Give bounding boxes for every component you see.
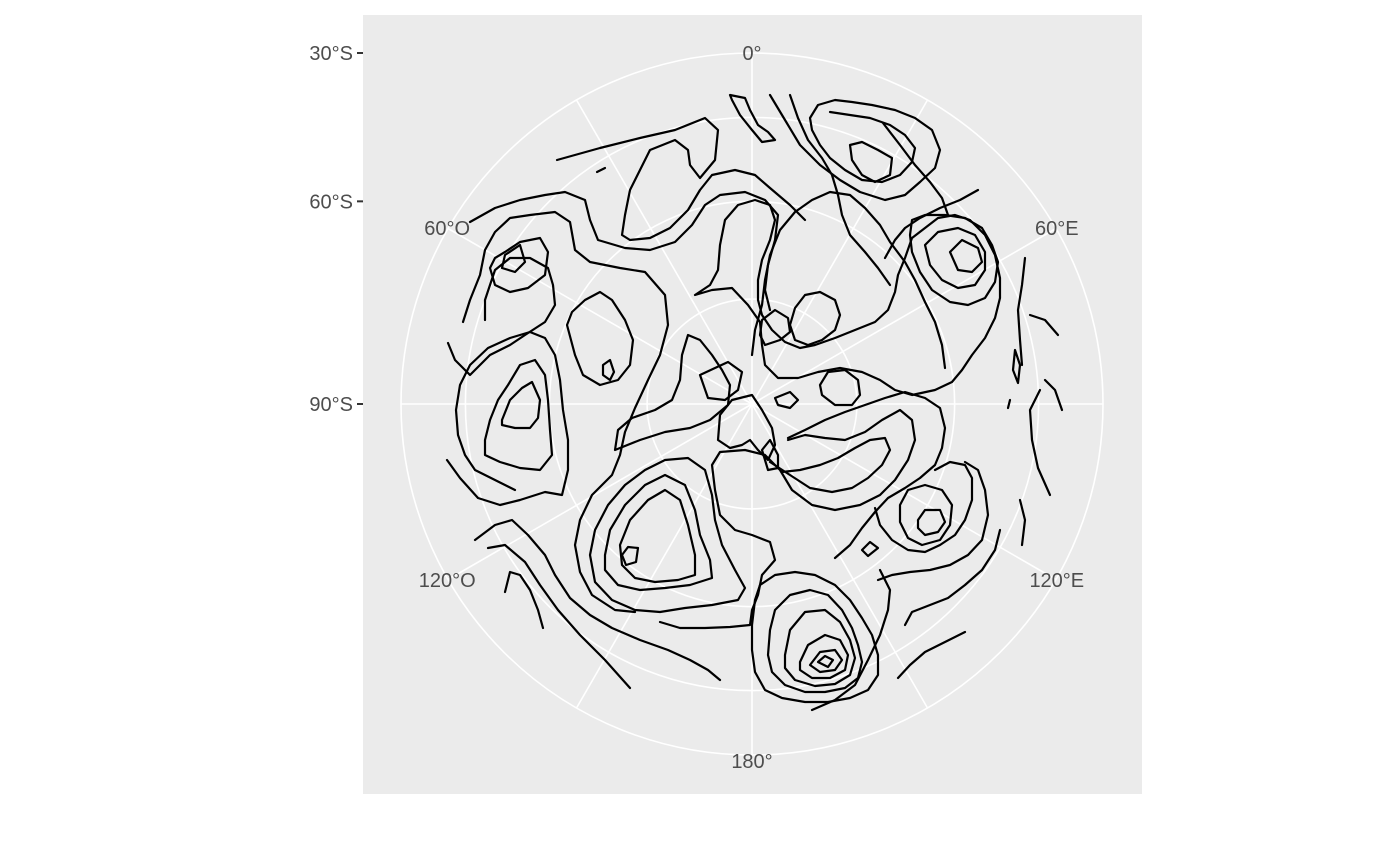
contour-line <box>728 93 777 144</box>
contour-line <box>873 460 974 554</box>
contour-line <box>1028 388 1052 497</box>
contour-line <box>618 488 697 584</box>
contour-line <box>810 568 892 712</box>
contour-line <box>588 456 747 614</box>
contour-line <box>693 198 1002 397</box>
contour-line <box>948 238 984 274</box>
contour-line <box>798 633 850 680</box>
longitude-label: 60°E <box>1035 218 1079 240</box>
contour-line <box>488 236 550 294</box>
contour-line <box>483 358 554 472</box>
contour-line <box>758 308 792 347</box>
contour-line <box>786 390 947 560</box>
contour-line <box>903 528 1002 627</box>
contour-line <box>788 290 842 347</box>
contour-line <box>876 460 990 582</box>
contour-line <box>698 360 744 402</box>
contour-line <box>816 654 835 669</box>
contour-line <box>908 213 1000 307</box>
contour-lines <box>445 93 1064 712</box>
contour-line <box>445 330 570 507</box>
contour-line <box>1043 378 1064 412</box>
contour-line <box>486 543 632 690</box>
contour-line <box>613 333 732 452</box>
contour-line <box>716 393 777 462</box>
contour-line <box>1016 256 1027 367</box>
contour-line <box>503 570 545 630</box>
longitude-label: 120°E <box>1029 570 1084 592</box>
contour-line <box>620 545 640 567</box>
meridian-line <box>751 403 929 709</box>
contour-line <box>555 116 807 242</box>
contour-line <box>461 210 670 614</box>
contour-line <box>468 190 780 312</box>
contour-line <box>766 588 864 694</box>
contour-line <box>860 540 880 558</box>
contour-line <box>898 483 954 547</box>
contour-line <box>768 436 892 494</box>
contour-line <box>768 93 942 202</box>
contour-line <box>916 508 947 537</box>
contour-line <box>923 226 987 290</box>
meridian-line <box>575 99 753 405</box>
meridian-line <box>575 403 753 709</box>
contour-line <box>595 166 607 174</box>
contour-line <box>773 390 800 410</box>
contour-line <box>896 630 967 680</box>
contour-line <box>848 140 894 184</box>
contour-line <box>601 358 616 382</box>
axis-labels: 0° 60°E 120°E 180° 120°O 60°O 30°S 60°S 90°S <box>309 43 1084 773</box>
contour-line <box>788 93 892 287</box>
contour-line <box>500 380 542 430</box>
contour-line <box>1018 498 1027 547</box>
contour-line <box>565 290 635 387</box>
contour-line <box>473 518 722 682</box>
contour-line <box>750 570 880 704</box>
contour-line <box>750 190 947 370</box>
meridian-line <box>447 403 753 581</box>
contour-line <box>603 473 714 592</box>
meridian-line <box>751 99 929 405</box>
contour-line <box>808 648 844 674</box>
graticule <box>400 52 1104 756</box>
contour-line <box>783 608 857 688</box>
contour-line <box>760 438 780 472</box>
contour-line <box>1011 348 1022 385</box>
longitude-label: 120°O <box>419 570 476 592</box>
longitude-label: 180° <box>731 751 772 773</box>
latitude-label: 90°S <box>309 394 353 416</box>
contour-line <box>1006 398 1012 410</box>
meridian-line <box>751 403 1057 581</box>
contour-line <box>818 368 862 407</box>
contour-line <box>1028 313 1060 337</box>
longitude-label: 60°O <box>424 218 470 240</box>
meridian-line <box>751 227 1057 405</box>
latitude-label: 30°S <box>309 43 353 65</box>
longitude-label: 0° <box>742 43 761 65</box>
contour-line <box>500 243 527 274</box>
latitude-label: 60°S <box>309 191 353 213</box>
contour-line <box>881 121 950 217</box>
